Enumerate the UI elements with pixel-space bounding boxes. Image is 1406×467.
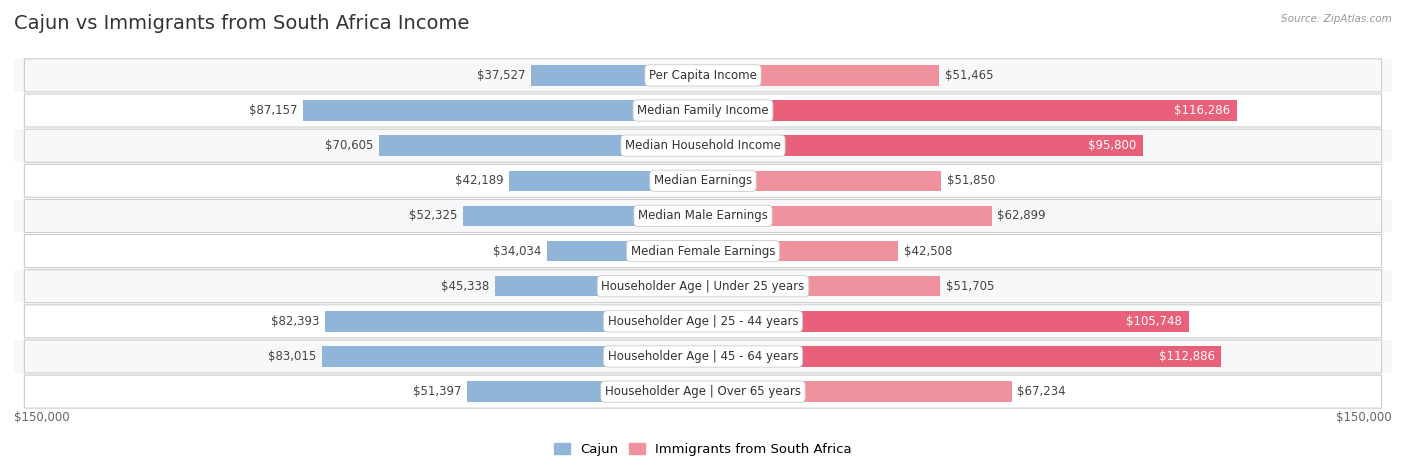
Text: $95,800: $95,800 [1088,139,1136,152]
Bar [325,311,703,332]
FancyBboxPatch shape [24,305,1382,338]
Text: Median Family Income: Median Family Income [637,104,769,117]
FancyBboxPatch shape [24,164,1382,197]
Text: $82,393: $82,393 [271,315,319,328]
Text: Median Female Earnings: Median Female Earnings [631,245,775,258]
Bar [703,382,1012,402]
Text: Median Male Earnings: Median Male Earnings [638,209,768,222]
Text: $150,000: $150,000 [14,411,70,424]
Bar [467,382,703,402]
Text: $112,886: $112,886 [1159,350,1215,363]
Bar [703,311,1188,332]
Legend: Cajun, Immigrants from South Africa: Cajun, Immigrants from South Africa [548,438,858,461]
FancyBboxPatch shape [24,375,1382,408]
Bar [14,375,1392,408]
FancyBboxPatch shape [24,340,1382,373]
Text: $52,325: $52,325 [409,209,457,222]
Bar [14,59,1392,92]
Text: Median Earnings: Median Earnings [654,174,752,187]
Text: Source: ZipAtlas.com: Source: ZipAtlas.com [1281,14,1392,24]
FancyBboxPatch shape [24,234,1382,268]
Bar [14,305,1392,338]
FancyBboxPatch shape [24,94,1382,127]
Text: $45,338: $45,338 [441,280,489,293]
Bar [14,200,1392,232]
FancyBboxPatch shape [24,129,1382,162]
Bar [378,135,703,156]
Text: $62,899: $62,899 [997,209,1046,222]
Text: Median Household Income: Median Household Income [626,139,780,152]
Bar [14,129,1392,162]
Text: Householder Age | 45 - 64 years: Householder Age | 45 - 64 years [607,350,799,363]
FancyBboxPatch shape [24,59,1382,92]
Bar [703,241,898,261]
Text: $51,705: $51,705 [946,280,994,293]
Text: $150,000: $150,000 [1336,411,1392,424]
Bar [14,235,1392,267]
Text: $42,189: $42,189 [456,174,503,187]
Text: $51,850: $51,850 [946,174,995,187]
Bar [703,276,941,297]
Bar [703,170,941,191]
Text: $105,748: $105,748 [1126,315,1182,328]
Bar [703,100,1237,120]
Text: $67,234: $67,234 [1018,385,1066,398]
Bar [14,94,1392,127]
Text: $87,157: $87,157 [249,104,297,117]
Text: $37,527: $37,527 [477,69,524,82]
Bar [509,170,703,191]
Bar [547,241,703,261]
Bar [302,100,703,120]
Text: Per Capita Income: Per Capita Income [650,69,756,82]
Text: Householder Age | Under 25 years: Householder Age | Under 25 years [602,280,804,293]
Bar [495,276,703,297]
Text: $51,397: $51,397 [413,385,461,398]
Text: Householder Age | 25 - 44 years: Householder Age | 25 - 44 years [607,315,799,328]
FancyBboxPatch shape [24,199,1382,233]
Bar [14,165,1392,197]
Bar [463,206,703,226]
Text: $116,286: $116,286 [1174,104,1230,117]
Text: $70,605: $70,605 [325,139,373,152]
Bar [703,65,939,85]
Bar [703,347,1222,367]
Text: $83,015: $83,015 [269,350,316,363]
FancyBboxPatch shape [24,270,1382,303]
Bar [14,270,1392,302]
Text: $42,508: $42,508 [904,245,952,258]
Text: Cajun vs Immigrants from South Africa Income: Cajun vs Immigrants from South Africa In… [14,14,470,33]
Text: Householder Age | Over 65 years: Householder Age | Over 65 years [605,385,801,398]
Text: $51,465: $51,465 [945,69,994,82]
Bar [322,347,703,367]
Text: $34,034: $34,034 [492,245,541,258]
Bar [530,65,703,85]
Bar [703,135,1143,156]
Bar [14,340,1392,373]
Bar [703,206,991,226]
